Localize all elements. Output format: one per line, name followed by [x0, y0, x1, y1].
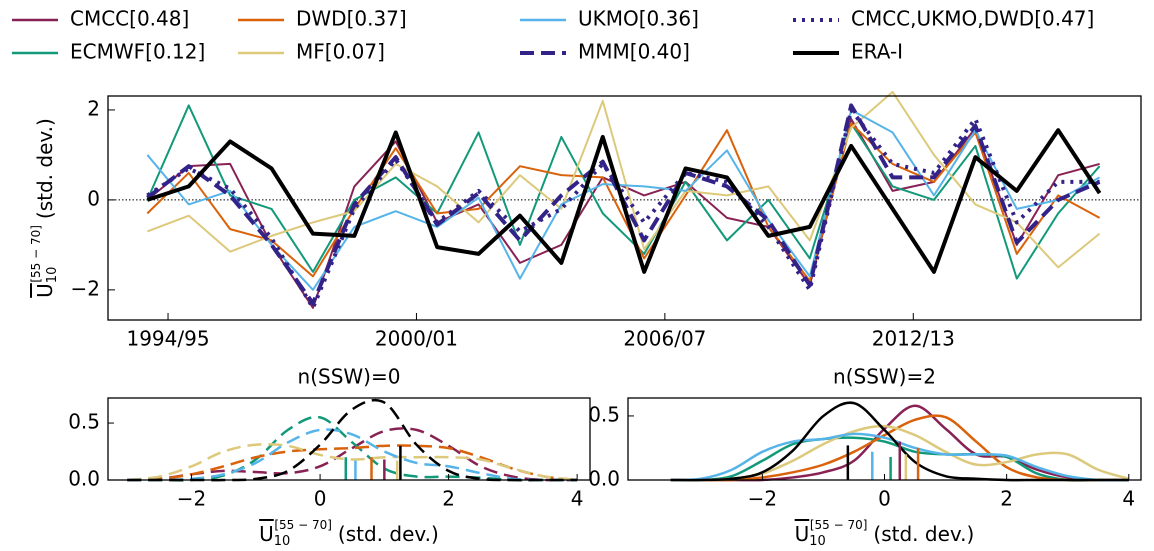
plot-frame [627, 397, 1142, 481]
legend-label: CMCC[0.48] [70, 7, 189, 31]
x-tick-label: 2006/07 [623, 327, 706, 351]
density-curve [127, 415, 578, 482]
legend-label: ECMWF[0.12] [70, 40, 205, 64]
x-tick-label: 2012/13 [872, 327, 955, 351]
x-tick-label: 1994/95 [126, 327, 209, 351]
series-line [146, 128, 1102, 274]
axis-label: U10[55 − 70] (std. dev.) [29, 118, 60, 298]
axis-label-sub: 10 [45, 267, 60, 284]
axis-label-sup: [55 − 70] [274, 518, 332, 532]
series-line [146, 122, 1101, 282]
plot-frame [107, 95, 1142, 321]
axis-label-sub: 10 [274, 534, 291, 548]
legend-label: MF[0.07] [296, 40, 385, 64]
y-tick-label: 0.5 [68, 410, 100, 434]
y-tick-label: 0 [87, 186, 100, 210]
series-line [146, 108, 1101, 291]
plot-frame [107, 397, 591, 481]
x-tick-label: −2 [748, 487, 777, 511]
axis-label-sup: [55 − 70] [29, 225, 43, 283]
axis-label-text: (std. dev.) [338, 522, 439, 546]
panel-title: n(SSW)=0 [298, 365, 401, 389]
x-tick-label: 0 [878, 487, 891, 511]
y-tick-label: −2 [71, 276, 100, 300]
series-line [146, 90, 1101, 269]
y-tick-label: 0.0 [588, 467, 620, 491]
x-tick-label: 4 [1122, 487, 1135, 511]
x-tick-label: 0 [314, 487, 327, 511]
y-tick-label: 0.0 [68, 467, 100, 491]
axis-label-sub: 10 [809, 534, 826, 548]
legend-label: ERA-I [851, 40, 903, 64]
axis-label-symbol: U [33, 283, 57, 298]
x-tick-label: 2 [1000, 487, 1013, 511]
axis-label: U10 [55 − 70] (std. dev.) [259, 518, 439, 548]
axis-label-sup: [55 − 70] [810, 518, 868, 532]
density-curve [127, 442, 578, 482]
legend-label: MMM[0.40] [578, 40, 690, 64]
axis-label-text: (std. dev.) [873, 522, 974, 546]
legend-label: CMCC,UKMO,DWD[0.47] [851, 7, 1094, 31]
y-tick-label: 2 [87, 96, 100, 120]
x-tick-label: 4 [571, 487, 584, 511]
panel-title: n(SSW)=2 [833, 365, 936, 389]
y-tick-label: 0.5 [588, 402, 620, 426]
axis-label-symbol: U [795, 522, 810, 546]
x-tick-label: −2 [177, 487, 206, 511]
density-curve [127, 428, 578, 482]
x-tick-label: 2 [442, 487, 455, 511]
axis-label-symbol: U [259, 522, 274, 546]
axis-label-text: (std. dev.) [33, 118, 57, 219]
axis-label: U10 [55 − 70] (std. dev.) [795, 518, 975, 548]
series-line [146, 107, 1100, 310]
x-tick-label: 2000/01 [375, 327, 458, 351]
series-line [146, 104, 1101, 280]
legend-label: DWD[0.37] [296, 7, 407, 31]
legend-label: UKMO[0.36] [578, 7, 699, 31]
